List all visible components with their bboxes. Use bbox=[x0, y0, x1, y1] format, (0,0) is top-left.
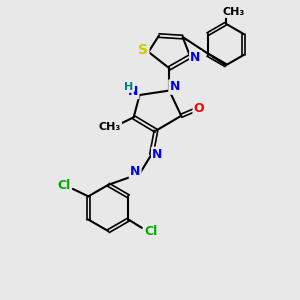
Text: N: N bbox=[130, 165, 140, 178]
Text: CH₃: CH₃ bbox=[223, 7, 245, 17]
Text: H: H bbox=[124, 82, 133, 92]
Text: S: S bbox=[138, 44, 148, 57]
Text: N: N bbox=[169, 80, 180, 94]
Text: Cl: Cl bbox=[144, 225, 158, 238]
Text: N: N bbox=[190, 51, 201, 64]
Text: N: N bbox=[152, 148, 163, 161]
Text: CH₃: CH₃ bbox=[99, 122, 121, 132]
Text: Cl: Cl bbox=[57, 179, 70, 192]
Text: O: O bbox=[194, 102, 204, 115]
Text: N: N bbox=[128, 85, 138, 98]
